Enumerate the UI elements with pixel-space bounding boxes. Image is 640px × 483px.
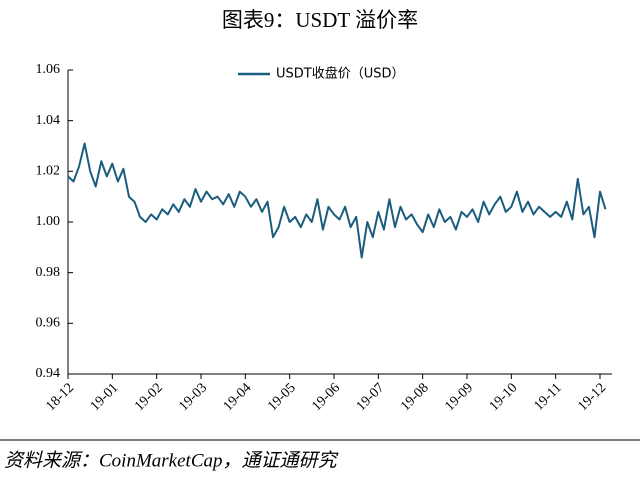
y-tick-label: 1.04 [36,113,61,128]
x-tick-label: 19-09 [442,380,476,414]
x-tick-label: 19-12 [575,380,609,414]
y-tick-label: 0.96 [36,316,61,331]
x-tick-label: 19-11 [531,380,564,413]
x-tick-label: 19-01 [88,380,122,414]
series-line [67,142,607,259]
y-tick-label: 1.02 [36,164,61,179]
y-tick-label: 1.00 [36,214,61,229]
x-tick-label: 18-12 [43,380,77,414]
x-tick-label: 19-04 [221,380,255,414]
x-tick-label: 19-10 [487,380,521,414]
y-tick-label: 0.94 [36,366,61,381]
source: 资料来源：CoinMarketCap，通证通研究 [4,449,339,471]
x-tick-label: 19-05 [265,380,299,414]
chart-title: 图表9：USDT 溢价率 [222,8,418,32]
x-tick-label: 19-07 [354,380,388,414]
x-tick-label: 19-06 [309,380,343,414]
x-tick-label: 19-03 [176,380,210,414]
y-tick-label: 0.98 [36,265,61,280]
x-tick-label: 19-02 [132,380,166,414]
y-tick-label: 1.06 [36,62,61,77]
legend-label: USDT收盘价（USD） [276,66,405,82]
x-tick-label: 19-08 [398,380,432,414]
